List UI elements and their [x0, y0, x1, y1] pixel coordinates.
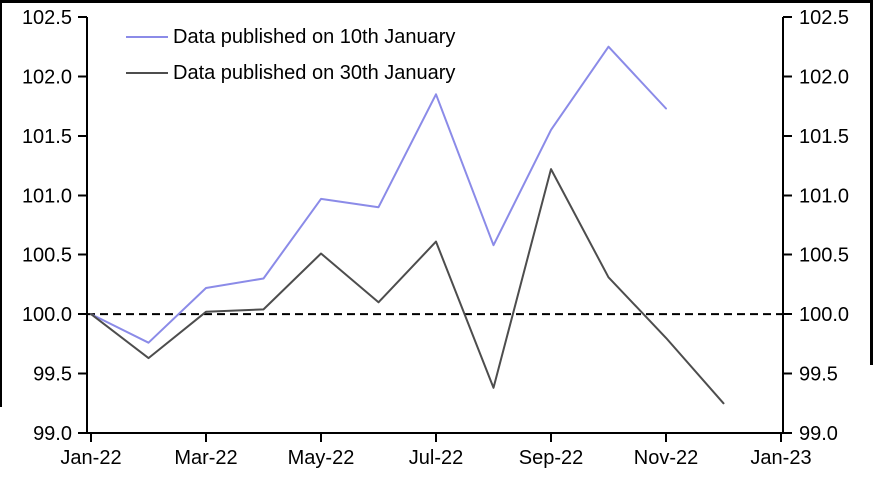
y-tick-label-right: 100.5: [799, 245, 849, 267]
y-tick-label-left: 100.0: [22, 304, 72, 326]
legend-line-swatch-30th: [126, 72, 168, 74]
legend-item: Data published on 30th January: [126, 55, 455, 91]
legend-line-swatch-10th: [126, 36, 168, 38]
x-tick-label: May-22: [288, 447, 355, 469]
legend: Data published on 10th January Data publ…: [126, 19, 455, 91]
image-border-top: [0, 0, 873, 3]
y-tick-label-right: 102.0: [799, 66, 849, 88]
y-tick-label-right: 102.5: [799, 7, 849, 29]
x-tick-label: Mar-22: [174, 447, 237, 469]
x-tick-label: Sep-22: [519, 447, 584, 469]
y-tick-label-left: 99.0: [33, 423, 72, 445]
image-border-right: [870, 0, 873, 365]
y-tick-label-right: 99.5: [799, 364, 838, 386]
image-border-left: [0, 0, 2, 407]
x-tick-label: Jan-23: [750, 447, 811, 469]
legend-label: Data published on 10th January: [173, 26, 456, 48]
series-line-0: [90, 45, 667, 344]
legend-label: Data published on 30th January: [173, 62, 456, 84]
y-tick-label-left: 101.0: [22, 185, 72, 207]
y-tick-label-left: 102.5: [22, 7, 72, 29]
series-line-1: [90, 168, 725, 405]
y-tick-label-left: 102.0: [22, 66, 72, 88]
legend-item: Data published on 10th January: [126, 19, 455, 55]
y-tick-label-left: 99.5: [33, 364, 72, 386]
y-tick-label-left: 101.5: [22, 126, 72, 148]
y-tick-label-left: 100.5: [22, 245, 72, 267]
x-tick-label: Jul-22: [409, 447, 463, 469]
y-tick-label-right: 101.5: [799, 126, 849, 148]
y-tick-label-right: 99.0: [799, 423, 838, 445]
y-tick-label-right: 101.0: [799, 185, 849, 207]
x-tick-label: Nov-22: [634, 447, 698, 469]
y-tick-label-right: 100.0: [799, 304, 849, 326]
x-tick-label: Jan-22: [60, 447, 121, 469]
